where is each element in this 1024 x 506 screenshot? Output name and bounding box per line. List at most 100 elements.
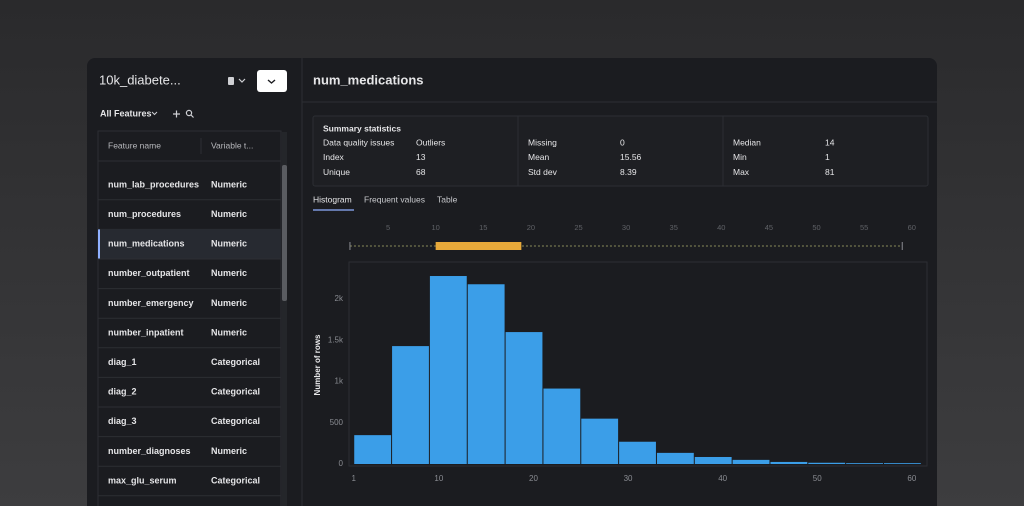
x-tick-label: 40 <box>718 474 727 483</box>
stat-value: 81 <box>825 167 835 177</box>
feature-name[interactable]: number_outpatient <box>108 268 190 278</box>
y-tick-label: 2k <box>335 294 344 303</box>
feature-name[interactable]: num_medications <box>108 239 185 249</box>
bar <box>656 452 694 464</box>
feature-rows: num_lab_procedures Numeric num_procedures N… <box>98 179 281 497</box>
feature-name[interactable]: number_emergency <box>108 298 194 308</box>
tab[interactable]: Frequent values <box>364 194 425 204</box>
scrollbar[interactable] <box>282 165 287 301</box>
box-tick-label: 50 <box>812 223 820 232</box>
stat-value: Outliers <box>416 137 445 147</box>
feature-type: Categorical <box>211 357 260 367</box>
box-tick-label: 60 <box>908 223 916 232</box>
summary-box <box>312 115 929 187</box>
bar <box>770 461 808 464</box>
feature-type: Categorical <box>211 387 260 397</box>
box-tick-label: 30 <box>622 223 630 232</box>
bar <box>581 418 619 464</box>
x-tick-label: 1 <box>352 474 357 483</box>
feature-name[interactable]: number_inpatient <box>108 327 184 337</box>
bar <box>467 284 505 464</box>
box-tick-label: 20 <box>527 223 535 232</box>
histogram: 0 500 1k 1.5k 2k 1 10 20 30 40 50 60 Number of rows 5… <box>313 223 928 483</box>
stat-value: 14 <box>825 137 835 147</box>
feature-type: Numeric <box>211 209 247 219</box>
bar <box>732 459 770 464</box>
x-tick-label: 10 <box>434 474 443 483</box>
stat-value: 68 <box>416 167 426 177</box>
x-tick-label: 30 <box>624 474 633 483</box>
plot-frame <box>348 261 928 467</box>
box-tick-label: 5 <box>386 223 390 232</box>
dataset-name: 10k_diabete... <box>99 72 181 87</box>
feature-name[interactable]: diag_2 <box>108 387 137 397</box>
feature-table-frame <box>97 130 282 506</box>
bar <box>543 388 581 464</box>
feature-name[interactable]: num_procedures <box>108 209 181 219</box>
stat-label: Mean <box>528 152 550 162</box>
dropdown-button[interactable] <box>257 70 287 92</box>
feature-type: Numeric <box>211 298 247 308</box>
summary-heading: Summary statistics <box>323 123 401 133</box>
y-axis-label: Number of rows <box>313 334 322 395</box>
bar <box>392 346 429 464</box>
bar <box>505 332 543 464</box>
chevron <box>151 111 158 116</box>
stat-label: Std dev <box>528 167 558 177</box>
summary-stats: Data quality issues Outliers Index 13 Unique… <box>323 137 835 177</box>
box-tick-label: 55 <box>860 223 868 232</box>
chevron <box>267 79 276 84</box>
stat-label: Max <box>733 167 750 177</box>
stat-value: 1 <box>825 152 830 162</box>
handle <box>190 114 194 118</box>
y-tick-label: 0 <box>339 459 344 468</box>
stat-value: 15.56 <box>620 152 642 162</box>
feature-name[interactable]: diag_3 <box>108 416 137 426</box>
tab[interactable]: Histogram <box>313 194 352 204</box>
y-tick-label: 500 <box>330 418 344 427</box>
feature-name[interactable]: max_glu_serum <box>108 475 177 485</box>
feature-type: Categorical <box>211 475 260 485</box>
file-menu[interactable] <box>228 77 246 85</box>
selected-marker <box>98 229 100 259</box>
stat-label: Index <box>323 152 345 162</box>
stat-value: 0 <box>620 137 625 147</box>
search-icon[interactable] <box>185 109 194 118</box>
box-tick-label: 10 <box>431 223 439 232</box>
tab[interactable]: Table <box>437 194 458 204</box>
box-tick-label: 15 <box>479 223 487 232</box>
stat-label: Data quality issues <box>323 137 394 147</box>
feature-name[interactable]: number_diagnoses <box>108 446 191 456</box>
box <box>435 242 522 250</box>
stat-label: Min <box>733 152 747 162</box>
feature-type: Numeric <box>211 179 247 189</box>
file-icon <box>228 77 234 85</box>
feature-name[interactable]: diag_1 <box>108 357 137 367</box>
x-tick-label: 60 <box>907 474 916 483</box>
feature-name[interactable]: num_lab_procedures <box>108 179 199 189</box>
bar <box>619 441 656 464</box>
x-tick-label: 50 <box>813 474 822 483</box>
scroll-track <box>282 132 287 506</box>
chevron <box>238 78 246 83</box>
add-icon[interactable] <box>173 110 180 118</box>
bar <box>429 276 467 464</box>
stat-label: Median <box>733 137 761 147</box>
button-bg <box>257 70 287 92</box>
stat-value: 8.39 <box>620 167 637 177</box>
y-tick-label: 1k <box>335 377 344 386</box>
x-tick-label: 20 <box>529 474 538 483</box>
stat-label: Missing <box>528 137 557 147</box>
filter-dropdown[interactable]: All Features <box>100 108 152 118</box>
box-tick-label: 40 <box>717 223 725 232</box>
bar <box>694 456 732 464</box>
feature-type: Numeric <box>211 268 247 278</box>
selected-row <box>98 229 281 259</box>
feature-type: Numeric <box>211 239 247 249</box>
bar <box>846 463 883 464</box>
stat-value: 13 <box>416 152 426 162</box>
column-header: Variable t... <box>211 140 253 150</box>
tabs: Histogram Frequent values Table <box>313 194 458 204</box>
